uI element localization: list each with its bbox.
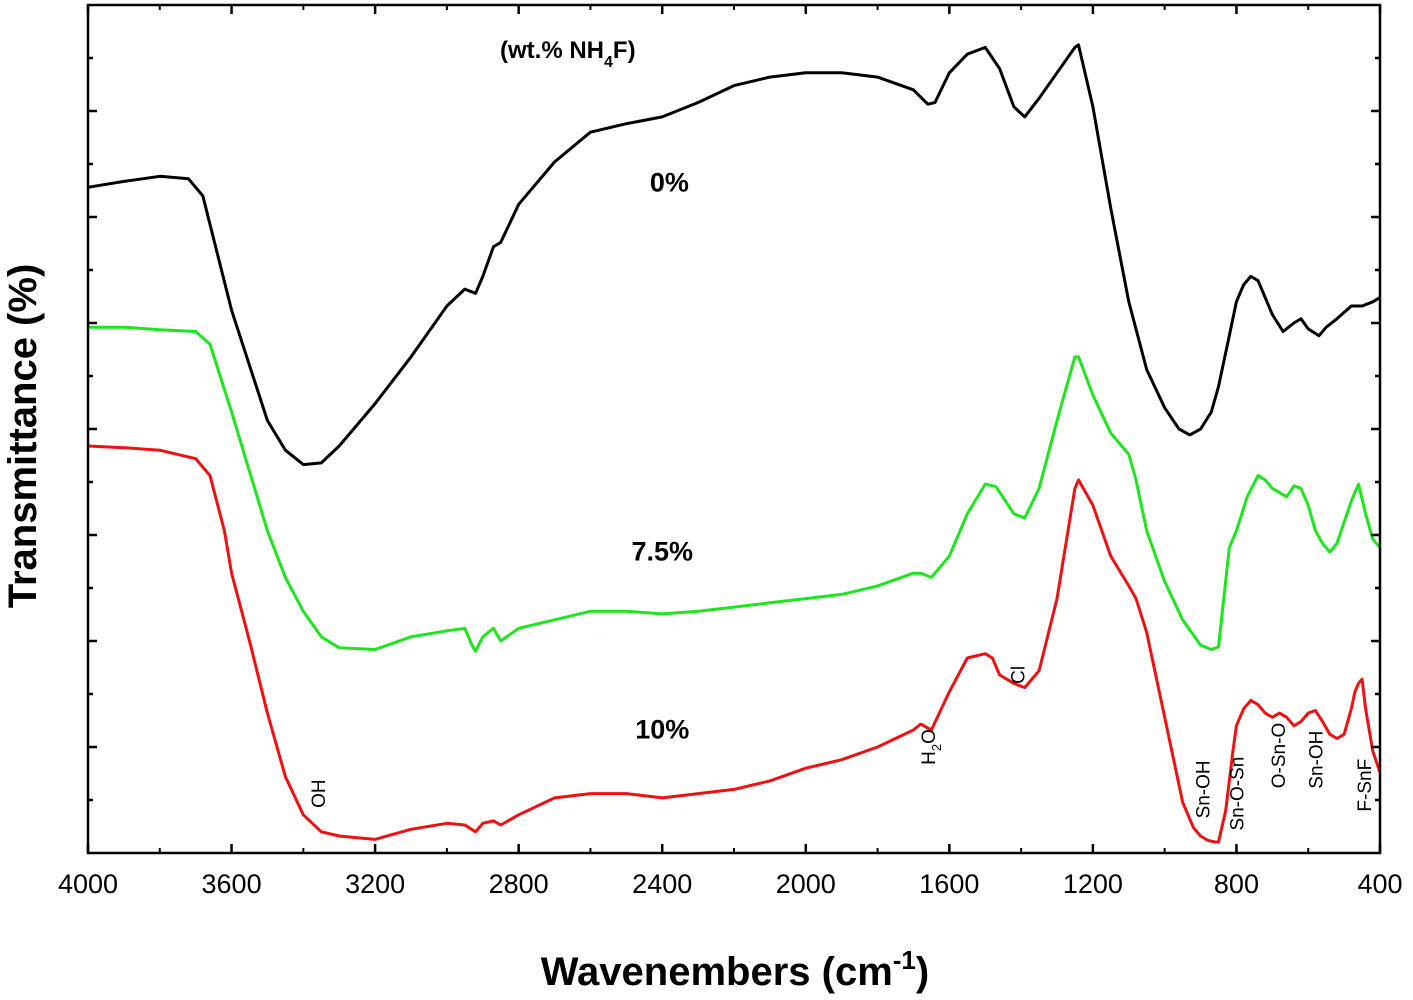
x-tick-label: 3200: [345, 869, 405, 899]
x-tick-label: 800: [1214, 869, 1259, 899]
legend-title: (wt.% NH4F): [500, 37, 636, 71]
labels-group: 0% 7.5% 10% OH H2O Cl Sn-OH Sn-O-Sn O-Sn-O Sn-OH F…: [309, 168, 1376, 831]
x-tick-label: 2000: [776, 869, 836, 899]
ticks-group: 4000 3600 3200 2800 2400 2000 1600 1200 800 400: [58, 5, 1403, 899]
peak-annotation-5: O-Sn-O: [1269, 723, 1290, 788]
peak-annotation-4: Sn-O-Sn: [1228, 757, 1249, 831]
series-line-2: [87, 444, 1382, 844]
y-axis-title: Transmittance (%): [1, 264, 45, 609]
x-tick-label: 2400: [632, 869, 692, 899]
x-tick-label: 1600: [919, 869, 979, 899]
x-axis-title: Wavenembers (cm-1): [541, 945, 929, 994]
peak-annotation-0: OH: [309, 779, 330, 808]
x-tick-label: 4000: [58, 869, 118, 899]
series-label-2: 10%: [635, 715, 689, 745]
peak-annotation-2: Cl: [1009, 666, 1030, 684]
series-group: [87, 43, 1382, 844]
plot-frame: [86, 3, 1382, 855]
peak-annotation-6: Sn-OH: [1307, 731, 1328, 789]
x-tick-label: 2800: [489, 869, 549, 899]
x-tick-label: 1200: [1063, 869, 1123, 899]
x-tick-label: 3600: [202, 869, 262, 899]
series-label-0: 0%: [650, 168, 689, 198]
peak-annotation-7: F-SnF: [1355, 759, 1376, 812]
series-label-1: 7.5%: [631, 536, 693, 566]
series-line-0: [87, 43, 1381, 467]
x-tick-label: 400: [1357, 869, 1402, 899]
series-line-1: [88, 325, 1382, 653]
peak-annotation-1: H2O: [919, 729, 944, 765]
peak-annotation-3: Sn-OH: [1194, 760, 1215, 818]
